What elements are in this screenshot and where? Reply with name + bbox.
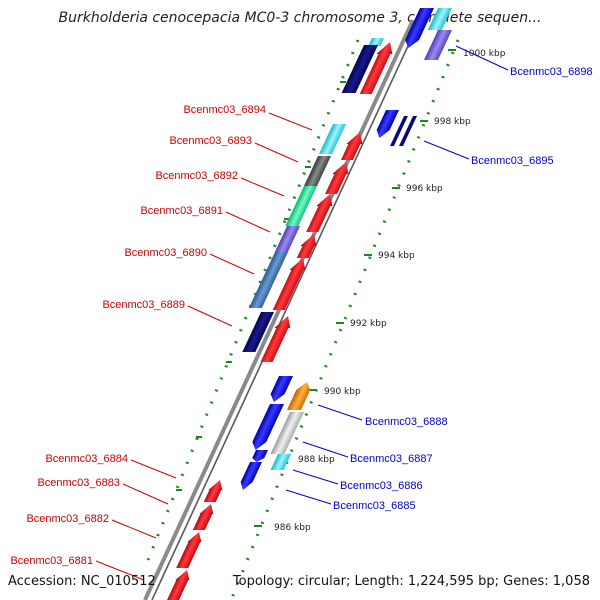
label-6881[interactable]: Bcenmc03_6881 <box>10 555 145 581</box>
gene-label[interactable]: Bcenmc03_6892 <box>155 170 238 182</box>
gene-label[interactable]: Bcenmc03_6884 <box>45 453 128 465</box>
gene-arrow-forward-6889[interactable] <box>259 316 296 362</box>
gene-arrow-reverse-6888a[interactable] <box>267 376 293 402</box>
gene-label[interactable]: Bcenmc03_6888 <box>365 416 448 428</box>
gene-label[interactable]: Bcenmc03_6895 <box>471 155 554 167</box>
tick-label: 994 kbp <box>378 251 415 261</box>
gene-feature-navy-top[interactable] <box>341 45 378 93</box>
gene-label[interactable]: Bcenmc03_6886 <box>340 480 423 492</box>
gene-arrow-forward-6881[interactable] <box>166 570 194 600</box>
tick-label: 988 kbp <box>298 455 335 465</box>
minor-ticks <box>176 81 346 491</box>
gene-label[interactable]: Bcenmc03_6894 <box>183 104 266 116</box>
label-6882[interactable]: Bcenmc03_6882 <box>26 513 157 539</box>
label-6883[interactable]: Bcenmc03_6883 <box>37 477 169 505</box>
label-6890[interactable]: Bcenmc03_6890 <box>124 247 255 275</box>
gene-feature-gray-6893[interactable] <box>304 156 331 186</box>
tick-994: 994 kbp <box>364 251 415 261</box>
gene-label[interactable]: Bcenmc03_6891 <box>140 205 223 217</box>
gene-arrow-reverse-1000[interactable] <box>401 8 434 48</box>
tick-label: 990 kbp <box>324 387 361 397</box>
gene-label[interactable]: Bcenmc03_6887 <box>350 453 433 465</box>
label-6884[interactable]: Bcenmc03_6884 <box>45 453 177 479</box>
gene-arrow-forward-6894[interactable] <box>339 132 368 160</box>
label-6898[interactable]: Bcenmc03_6898 <box>455 45 593 78</box>
gene-feature-lightgray-6887[interactable] <box>270 412 304 454</box>
label-6892[interactable]: Bcenmc03_6892 <box>155 170 285 197</box>
gene-arrow-forward-6892[interactable] <box>304 194 338 232</box>
tick-label: 986 kbp <box>274 523 311 533</box>
label-6885[interactable]: Bcenmc03_6885 <box>285 489 416 512</box>
gene-arrow-forward-6884[interactable] <box>203 480 227 502</box>
gene-feature-purple-1000[interactable] <box>424 30 452 60</box>
gene-label[interactable]: Bcenmc03_6885 <box>333 500 416 512</box>
gene-arrow-forward-top[interactable] <box>358 42 398 94</box>
gene-arrow-forward-6890[interactable] <box>271 258 311 310</box>
tick-998: 998 kbp <box>420 117 471 127</box>
gene-feature-green-6892[interactable] <box>285 186 317 226</box>
gene-label[interactable]: Bcenmc03_6890 <box>124 247 207 259</box>
tick-992: 992 kbp <box>336 319 387 329</box>
tick-label: 992 kbp <box>350 319 387 329</box>
tick-1000: 1000 kbp <box>448 49 506 59</box>
gene-arrow-forward-6893[interactable] <box>323 162 354 194</box>
gene-arrow-forward-6891[interactable] <box>295 234 322 258</box>
label-6893[interactable]: Bcenmc03_6893 <box>169 135 299 163</box>
label-6894[interactable]: Bcenmc03_6894 <box>183 104 313 131</box>
gene-feature-orange-6888[interactable] <box>286 382 314 410</box>
tick-990: 990 kbp <box>309 387 361 397</box>
gene-label[interactable]: Bcenmc03_6893 <box>169 135 252 147</box>
gene-label[interactable]: Bcenmc03_6881 <box>10 555 93 567</box>
gene-label[interactable]: Bcenmc03_6898 <box>510 66 593 78</box>
gene-feature-striped-6895[interactable] <box>390 116 417 146</box>
gene-feature-cyan-6886[interactable] <box>270 454 291 470</box>
gene-label[interactable]: Bcenmc03_6883 <box>37 477 120 489</box>
gene-feature-cyan-6894[interactable] <box>319 124 346 154</box>
label-6888[interactable]: Bcenmc03_6888 <box>317 404 448 428</box>
gene-arrow-forward-6883[interactable] <box>192 504 218 530</box>
gene-arrow-reverse-6895[interactable] <box>373 110 399 138</box>
tick-label: 996 kbp <box>406 184 443 194</box>
genome-backbone-edge <box>151 19 421 600</box>
gene-feature-cyan-1000[interactable] <box>427 8 452 30</box>
label-6891[interactable]: Bcenmc03_6891 <box>140 205 271 233</box>
tick-996: 996 kbp <box>392 184 443 194</box>
topology-text: Topology: circular; Length: 1,224,595 bp… <box>232 574 590 589</box>
gene-feature-steel-6890[interactable] <box>248 252 288 308</box>
tick-986: 986 kbp <box>254 523 311 533</box>
accession-text: Accession: NC_010512 <box>8 574 156 589</box>
gene-arrow-reverse-6888b[interactable] <box>249 404 284 450</box>
gene-arrow-forward-6882[interactable] <box>175 532 206 568</box>
gene-arrow-reverse-6885[interactable] <box>237 462 262 490</box>
gene-feature-navy-6889[interactable] <box>242 312 274 352</box>
tick-label: 1000 kbp <box>463 49 506 59</box>
label-6889[interactable]: Bcenmc03_6889 <box>102 299 233 327</box>
tick-label: 998 kbp <box>434 117 471 127</box>
gene-arrow-reverse-6887[interactable] <box>250 450 268 462</box>
gene-feature-purple-6891[interactable] <box>274 226 300 252</box>
gene-label[interactable]: Bcenmc03_6889 <box>102 299 185 311</box>
label-6887[interactable]: Bcenmc03_6887 <box>302 441 433 465</box>
gene-feature-cyan-top[interactable] <box>368 38 384 46</box>
label-6895[interactable]: Bcenmc03_6895 <box>423 140 554 167</box>
label-6886[interactable]: Bcenmc03_6886 <box>292 469 423 492</box>
gene-label[interactable]: Bcenmc03_6882 <box>26 513 109 525</box>
